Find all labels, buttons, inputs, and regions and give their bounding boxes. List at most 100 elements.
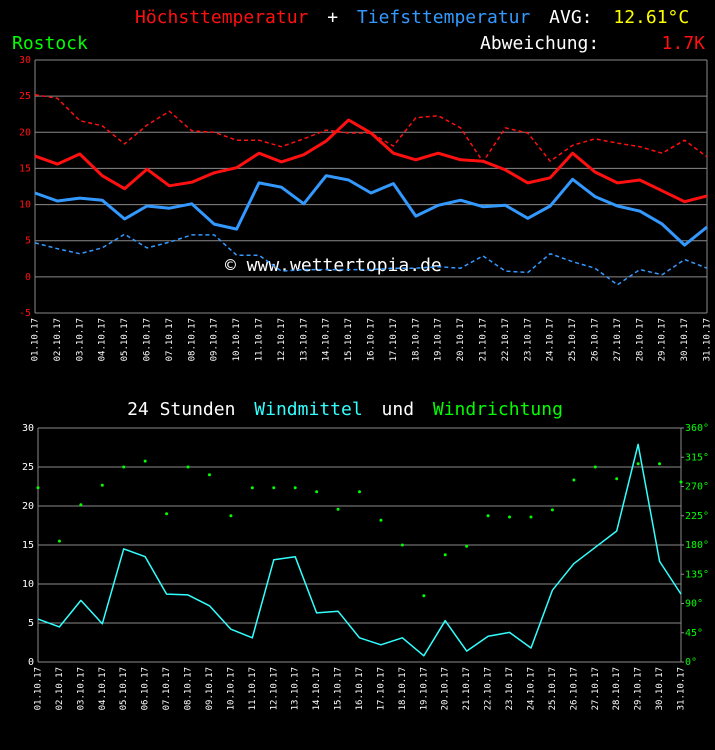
x-tick-label: 05.10.17 (119, 667, 129, 710)
x-tick-label: 17.10.17 (376, 667, 386, 710)
direction-dot (679, 480, 683, 484)
y-tick-label: 5 (28, 618, 34, 629)
x-tick-label: 13.10.17 (291, 667, 301, 710)
direction-dot (593, 465, 597, 469)
x-tick-label: 09.10.17 (210, 318, 220, 361)
y2-tick-label: 360° (685, 423, 709, 434)
y-tick-label: -5 (19, 308, 31, 319)
y-tick-label: 0 (28, 657, 34, 668)
x-tick-label: 24.10.17 (526, 667, 536, 710)
y2-tick-label: 225° (685, 511, 709, 522)
top-title: Höchsttemperatur + Tiefsttemperatur AVG:… (135, 7, 689, 28)
y-tick-label: 25 (22, 462, 34, 473)
watermark: © www.wettertopia.de (225, 255, 442, 276)
x-tick-label: 23.10.17 (505, 667, 515, 710)
x-tick-label: 02.10.17 (53, 318, 63, 361)
x-tick-label: 16.10.17 (367, 318, 377, 361)
direction-dot (465, 544, 469, 548)
direction-dot (636, 462, 640, 466)
x-tick-label: 07.10.17 (165, 318, 175, 361)
y-tick-label: 20 (19, 127, 31, 138)
x-tick-label: 18.10.17 (411, 318, 421, 361)
x-tick-label: 28.10.17 (635, 318, 645, 361)
direction-dot (57, 539, 61, 543)
x-tick-label: 04.10.17 (98, 667, 108, 710)
direction-dot (615, 477, 619, 481)
x-tick-label: 20.10.17 (441, 667, 451, 710)
x-tick-label: 12.10.17 (269, 667, 279, 710)
x-tick-label: 21.10.17 (462, 667, 472, 710)
title-low: Tiefsttemperatur (357, 7, 531, 28)
x-tick-label: 22.10.17 (484, 667, 494, 710)
y-tick-label: 15 (19, 163, 31, 174)
x-tick-label: 11.10.17 (255, 318, 265, 361)
x-tick-label: 12.10.17 (277, 318, 287, 361)
x-tick-label: 14.10.17 (322, 318, 332, 361)
x-tick-label: 03.10.17 (76, 667, 86, 710)
x-tick-label: 10.10.17 (232, 318, 242, 361)
x-tick-label: 15.10.17 (334, 667, 344, 710)
x-tick-label: 04.10.17 (98, 318, 108, 361)
y2-tick-label: 45° (685, 628, 703, 639)
x-tick-label: 18.10.17 (398, 667, 408, 710)
x-tick-label: 07.10.17 (162, 667, 172, 710)
deviation-label: Abweichung: (480, 33, 599, 54)
direction-dot (315, 490, 319, 494)
x-tick-label: 19.10.17 (434, 318, 444, 361)
x-tick-label: 06.10.17 (141, 667, 151, 710)
direction-dot (443, 553, 447, 557)
x-tick-label: 25.10.17 (568, 318, 578, 361)
x-tick-label: 22.10.17 (501, 318, 511, 361)
x-tick-label: 15.10.17 (344, 318, 354, 361)
avg-value: 12.61°C (613, 7, 689, 28)
y2-tick-label: 0° (685, 657, 697, 668)
y2-tick-label: 135° (685, 569, 709, 580)
x-tick-label: 25.10.17 (548, 667, 558, 710)
direction-dot (379, 518, 383, 522)
direction-dot (36, 486, 40, 490)
x-tick-label: 26.10.17 (591, 318, 601, 361)
x-tick-label: 19.10.17 (419, 667, 429, 710)
x-tick-label: 30.10.17 (655, 667, 665, 710)
x-tick-label: 29.10.17 (634, 667, 644, 710)
x-tick-label: 11.10.17 (248, 667, 258, 710)
direction-dot (336, 507, 340, 511)
x-tick-label: 01.10.17 (34, 667, 44, 710)
direction-dot (358, 490, 361, 494)
x-tick-label: 06.10.17 (143, 318, 153, 361)
direction-dot (293, 486, 297, 490)
x-tick-label: 08.10.17 (187, 318, 197, 361)
line (34, 174, 708, 247)
y2-tick-label: 315° (685, 452, 709, 463)
y2-tick-label: 180° (685, 540, 709, 551)
x-tick-label: 27.10.17 (613, 318, 623, 361)
x-tick-label: 28.10.17 (612, 667, 622, 710)
direction-dot (529, 515, 533, 519)
y2-tick-label: 90° (685, 599, 703, 610)
x-tick-label: 26.10.17 (569, 667, 579, 710)
direction-dot (165, 512, 169, 516)
direction-dot (658, 462, 662, 466)
dashed-line (34, 233, 708, 286)
y-tick-label: 10 (19, 200, 31, 211)
y-tick-label: 10 (22, 579, 34, 590)
x-tick-label: 08.10.17 (184, 667, 194, 710)
direction-dot (508, 515, 512, 519)
dashed-line (34, 93, 708, 163)
location: Rostock (12, 33, 88, 54)
direction-dot (100, 483, 104, 487)
x-tick-label: 09.10.17 (205, 667, 215, 710)
x-tick-label: 23.10.17 (523, 318, 533, 361)
direction-dot (422, 594, 426, 598)
x-tick-label: 21.10.17 (479, 318, 489, 361)
direction-dot (272, 486, 276, 490)
direction-dot (143, 459, 147, 463)
x-tick-label: 01.10.17 (31, 318, 41, 361)
line (37, 443, 682, 657)
direction-dot (229, 514, 233, 518)
direction-dot (250, 486, 254, 490)
title-plus: + (327, 7, 338, 28)
x-tick-label: 05.10.17 (120, 318, 130, 361)
title-joiner: und (382, 399, 415, 420)
bottom-title: 24 Stunden Windmittel und Windrichtung (127, 399, 563, 420)
